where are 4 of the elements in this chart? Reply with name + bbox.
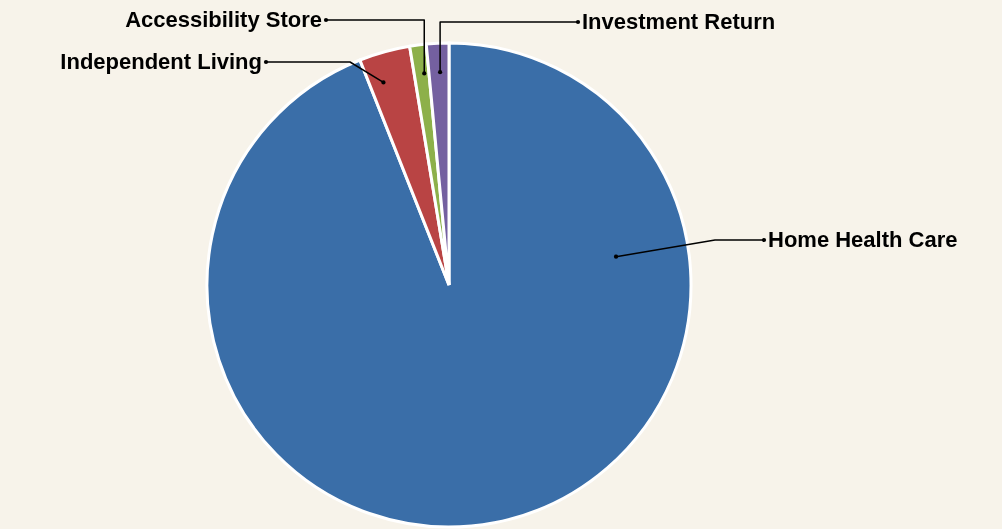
- slice-label: Accessibility Store: [125, 7, 322, 32]
- slice-label: Home Health Care: [768, 227, 958, 252]
- slice-label: Independent Living: [60, 49, 262, 74]
- slice-label: Investment Return: [582, 9, 776, 34]
